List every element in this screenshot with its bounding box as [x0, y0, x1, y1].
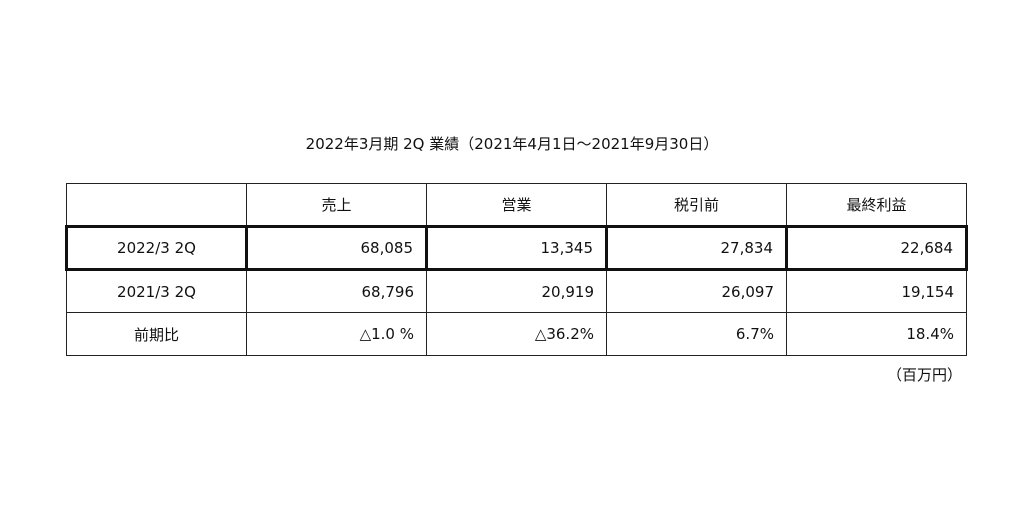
results-table: 売上 営業 税引前 最終利益 2022/3 2Q 68,085 13,345 27,834 22…	[65, 183, 968, 356]
row-label: 前期比	[66, 312, 247, 356]
value-cell: 20,919	[426, 269, 607, 313]
data-row: 2021/3 2Q 68,796 20,919 26,097 19,154	[66, 269, 967, 313]
value-cell: 19,154	[786, 269, 967, 313]
data-row: 前期比 △1.0 % △36.2% 6.7% 18.4%	[66, 312, 967, 356]
value-cell: 22,684	[785, 225, 968, 271]
value-cell: 18.4%	[786, 312, 967, 356]
value-cell: 6.7%	[606, 312, 787, 356]
row-label: 2021/3 2Q	[66, 269, 247, 313]
title: 2022年3月期 2Q 業績（2021年4月1日〜2021年9月30日）	[305, 135, 719, 153]
column-header: 最終利益	[786, 183, 967, 227]
column-header: 営業	[426, 183, 607, 227]
value-cell: △1.0 %	[246, 312, 427, 356]
value-cell: 13,345	[425, 225, 608, 271]
corner-cell	[66, 183, 247, 227]
value-cell: 68,796	[246, 269, 427, 313]
value-cell: 26,097	[606, 269, 787, 313]
value-cell: 27,834	[605, 225, 788, 271]
column-header: 売上	[246, 183, 427, 227]
row-label: 2022/3 2Q	[65, 225, 248, 271]
header-row: 売上 営業 税引前 最終利益	[66, 183, 967, 227]
value-cell: △36.2%	[426, 312, 607, 356]
data-row: 2022/3 2Q 68,085 13,345 27,834 22,684	[65, 225, 968, 271]
value-cell: 68,085	[245, 225, 428, 271]
column-header: 税引前	[606, 183, 787, 227]
unit-note: （百万円）	[886, 366, 962, 384]
